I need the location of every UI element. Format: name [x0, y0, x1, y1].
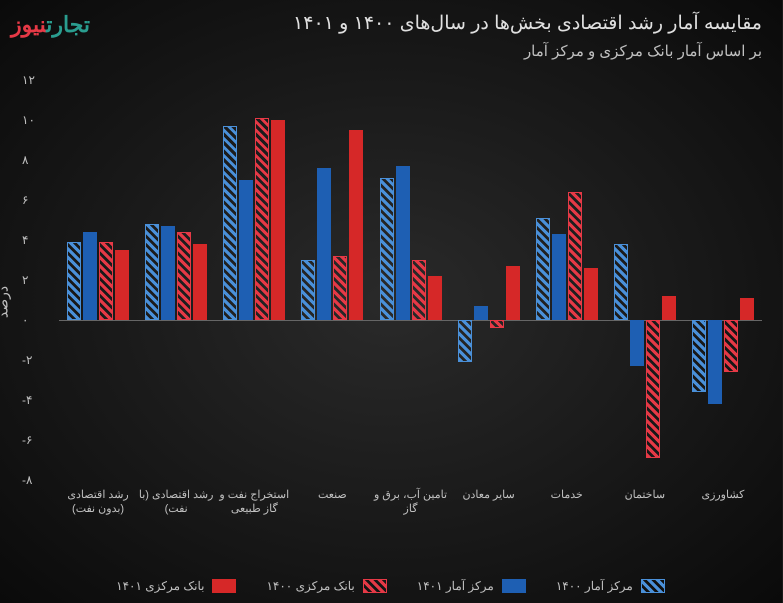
bar — [553, 234, 567, 320]
x-label: کشاورزی — [685, 488, 763, 502]
bar — [146, 224, 160, 320]
y-tick: ۴- — [23, 393, 53, 407]
bar — [162, 226, 176, 320]
bar — [459, 320, 473, 362]
bar — [693, 320, 707, 392]
bar — [334, 256, 348, 320]
legend-swatch — [642, 579, 666, 593]
legend: مرکز آمار ۱۴۰۰ مرکز آمار ۱۴۰۱ بانک مرکزی ۱… — [0, 579, 783, 593]
legend-swatch — [503, 579, 527, 593]
bar — [100, 242, 114, 320]
y-tick: ۰ — [23, 313, 53, 327]
bar — [302, 260, 316, 320]
y-tick: ۸- — [23, 473, 53, 487]
bar — [741, 298, 755, 320]
legend-label: بانک مرکزی ۱۴۰۰ — [267, 579, 355, 593]
chart-title: مقایسه آمار رشد اقتصادی بخش‌ها در سال‌ها… — [294, 12, 763, 35]
legend-swatch — [213, 579, 237, 593]
bar — [116, 250, 130, 320]
y-tick: ۶ — [23, 193, 53, 207]
y-tick: ۲ — [23, 273, 53, 287]
bar — [84, 232, 98, 320]
bar — [240, 180, 254, 320]
bar — [475, 306, 489, 320]
y-tick: ۴ — [23, 233, 53, 247]
x-label: استخراج نفت و گاز طبیعی — [216, 488, 294, 517]
bar — [725, 320, 739, 372]
y-tick: ۲- — [23, 353, 53, 367]
x-label: خدمات — [529, 488, 607, 502]
x-label: تامین آب، برق و گاز — [372, 488, 450, 517]
x-label: صنعت — [294, 488, 372, 502]
legend-swatch — [364, 579, 388, 593]
bar — [631, 320, 645, 366]
legend-item: بانک مرکزی ۱۴۰۰ — [267, 579, 387, 593]
x-label: ساختمان — [607, 488, 685, 502]
bar — [537, 218, 551, 320]
y-axis-label: درصد — [0, 285, 12, 317]
chart-subtitle: بر اساس آمار بانک مرکزی و مرکز آمار — [525, 42, 763, 60]
bar — [68, 242, 82, 320]
bar — [350, 130, 364, 320]
bar — [178, 232, 192, 320]
legend-label: مرکز آمار ۱۴۰۱ — [418, 579, 495, 593]
bar — [491, 320, 505, 328]
bar — [663, 296, 677, 320]
legend-item: مرکز آمار ۱۴۰۱ — [418, 579, 527, 593]
legend-label: بانک مرکزی ۱۴۰۱ — [117, 579, 205, 593]
bar — [709, 320, 723, 404]
bar — [569, 192, 583, 320]
bar — [585, 268, 599, 320]
bar — [194, 244, 208, 320]
bar — [272, 120, 286, 320]
logo-part1: تجارت — [47, 12, 91, 37]
bar — [413, 260, 427, 320]
x-label: سایر معادن — [451, 488, 529, 502]
logo-part2: نیوز — [12, 12, 47, 37]
bar — [615, 244, 629, 320]
bar — [647, 320, 661, 458]
logo: تجارتنیوز — [12, 12, 91, 38]
bar — [507, 266, 521, 320]
y-tick: ۱۲ — [23, 73, 53, 87]
bar — [224, 126, 238, 320]
y-tick: ۶- — [23, 433, 53, 447]
legend-label: مرکز آمار ۱۴۰۰ — [557, 579, 634, 593]
y-tick: ۸ — [23, 153, 53, 167]
legend-item: بانک مرکزی ۱۴۰۱ — [117, 579, 237, 593]
bar — [397, 166, 411, 320]
y-tick: ۱۰ — [23, 113, 53, 127]
x-label: رشد اقتصادی (بدون نفت) — [60, 488, 138, 517]
bar — [256, 118, 270, 320]
bar — [429, 276, 443, 320]
x-label: رشد اقتصادی (با نفت) — [138, 488, 216, 517]
bar — [381, 178, 395, 320]
legend-item: مرکز آمار ۱۴۰۰ — [557, 579, 666, 593]
bar — [318, 168, 332, 320]
